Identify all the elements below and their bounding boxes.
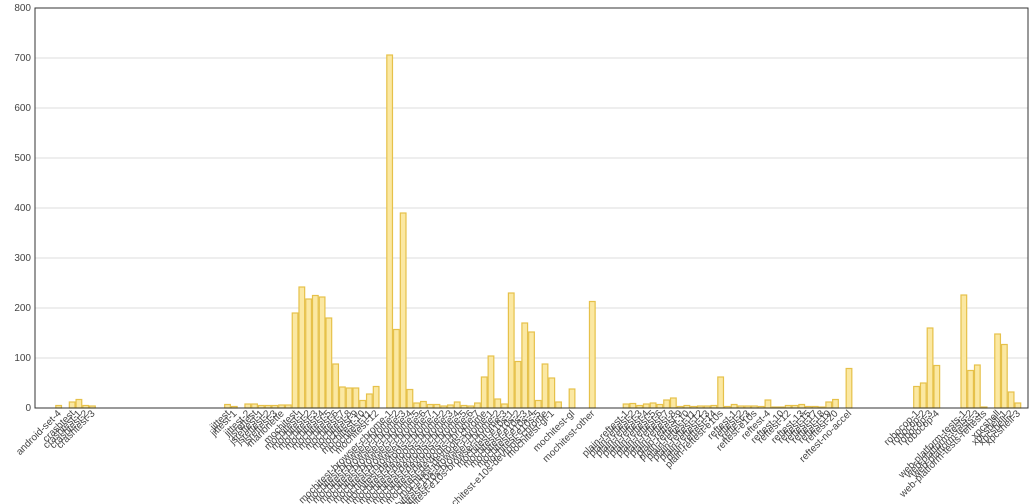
bar	[913, 385, 920, 409]
bar	[318, 296, 326, 409]
bar	[622, 403, 630, 409]
y-tick-label: 300	[14, 253, 31, 264]
bar	[919, 382, 927, 409]
y-tick-label: 400	[14, 203, 31, 214]
y-tick-label: 200	[14, 303, 31, 314]
bar	[555, 401, 562, 409]
bar	[244, 403, 252, 409]
bar	[365, 393, 373, 409]
bar	[291, 312, 299, 409]
bar	[332, 363, 340, 409]
bar	[973, 364, 981, 409]
bar	[764, 399, 772, 409]
bar	[514, 360, 522, 409]
y-tick-label: 0	[25, 403, 31, 414]
bar	[345, 387, 353, 409]
bar	[656, 403, 664, 409]
bar	[926, 327, 934, 409]
bar	[528, 331, 535, 409]
bar	[433, 403, 441, 409]
bar	[960, 294, 968, 409]
bar	[798, 403, 806, 409]
bar	[392, 328, 400, 409]
bar	[494, 398, 502, 409]
bar	[419, 400, 427, 409]
bar	[541, 363, 549, 409]
bar	[967, 369, 975, 409]
bar	[413, 402, 421, 409]
bar	[75, 398, 83, 409]
bar	[453, 401, 461, 409]
bar	[534, 399, 542, 409]
bar	[487, 355, 495, 409]
bar	[68, 401, 76, 409]
bar	[474, 402, 481, 409]
bar	[642, 403, 650, 409]
bar	[359, 399, 367, 409]
bar	[629, 402, 637, 409]
bar	[325, 317, 333, 409]
bar	[845, 367, 853, 409]
bar	[372, 385, 380, 409]
bar	[311, 294, 319, 409]
y-tick-label: 500	[14, 153, 31, 164]
bar	[588, 300, 596, 409]
bar	[251, 403, 258, 409]
plot-frame	[34, 7, 1029, 409]
bar	[521, 322, 529, 409]
bar	[1000, 343, 1008, 409]
y-tick-label: 700	[14, 53, 31, 64]
bar	[386, 54, 394, 409]
bar	[825, 401, 833, 409]
bar	[548, 377, 556, 409]
bar	[338, 386, 346, 409]
bar	[568, 388, 576, 409]
bar	[832, 398, 839, 409]
y-tick-label: 600	[14, 103, 31, 114]
bar	[426, 403, 434, 409]
bar	[1014, 402, 1022, 409]
bar	[717, 376, 725, 409]
bar	[507, 292, 515, 409]
bar	[994, 333, 1002, 409]
y-tick-label: 100	[14, 353, 31, 364]
bar	[663, 399, 671, 409]
y-tick-label: 800	[14, 3, 31, 14]
bar	[730, 403, 738, 409]
bar	[305, 298, 313, 409]
bar	[352, 387, 360, 409]
bar	[298, 286, 306, 409]
bar	[669, 397, 677, 409]
bar	[933, 364, 941, 409]
bar	[501, 403, 508, 409]
bar	[224, 403, 231, 409]
bar	[649, 402, 657, 409]
bar	[399, 212, 407, 409]
bar	[406, 388, 414, 409]
bar	[480, 376, 488, 409]
bar	[1007, 391, 1015, 409]
